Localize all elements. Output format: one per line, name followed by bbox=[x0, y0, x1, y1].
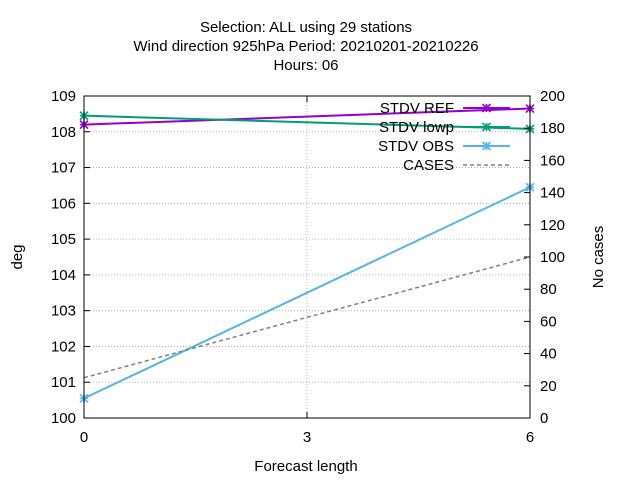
y-tick-label: 104 bbox=[51, 267, 76, 284]
series-line-cases bbox=[83, 256, 531, 379]
y2-tick-label: 100 bbox=[540, 249, 565, 266]
y2-tick-label: 40 bbox=[540, 346, 557, 363]
legend: STDV REF STDV lowp STDV OBS CASES bbox=[378, 100, 510, 174]
y2-tick-label: 60 bbox=[540, 313, 557, 330]
y2-tick-label: 120 bbox=[540, 217, 565, 234]
series-line-stdv-ref bbox=[83, 107, 531, 126]
x-tick-label: 6 bbox=[526, 429, 534, 446]
y2-tick-label: 140 bbox=[540, 185, 565, 202]
chart-title: Selection: ALL using 29 stations Wind di… bbox=[133, 19, 478, 74]
y2-tick-label: 80 bbox=[540, 281, 557, 298]
legend-label-stdv-ref: STDV REF bbox=[380, 100, 454, 117]
title-line-3: Hours: 06 bbox=[273, 57, 338, 74]
y2-tick-label: 160 bbox=[540, 152, 565, 169]
title-line-1: Selection: ALL using 29 stations bbox=[200, 19, 412, 36]
y2-tick-label: 180 bbox=[540, 120, 565, 137]
series-line-stdv-obs bbox=[83, 186, 531, 400]
y2-tick-label: 20 bbox=[540, 378, 557, 395]
y-tick-label: 103 bbox=[51, 303, 76, 320]
y2-tick-label: 200 bbox=[540, 88, 565, 105]
axis-ticks: 1001011021031041051061071081090204060801… bbox=[51, 88, 565, 446]
y2-axis-label: No cases bbox=[590, 226, 607, 289]
y-tick-label: 100 bbox=[51, 410, 76, 427]
legend-label-cases: CASES bbox=[403, 157, 454, 174]
grid-lines bbox=[84, 96, 530, 418]
legend-marker-stdv-lowp bbox=[481, 122, 492, 132]
x-axis-label: Forecast length bbox=[254, 458, 357, 475]
y-tick-label: 102 bbox=[51, 338, 76, 355]
y-tick-label: 109 bbox=[51, 88, 76, 105]
title-line-2: Wind direction 925hPa Period: 20210201-2… bbox=[133, 38, 478, 55]
legend-label-stdv-obs: STDV OBS bbox=[378, 138, 454, 155]
y-tick-label: 106 bbox=[51, 195, 76, 212]
x-tick-label: 3 bbox=[303, 429, 311, 446]
y-axis-label: deg bbox=[9, 244, 26, 269]
series-line-stdv-lowp bbox=[83, 114, 531, 130]
y-tick-label: 107 bbox=[51, 160, 76, 177]
y-tick-label: 101 bbox=[51, 374, 76, 391]
legend-marker-stdv-obs bbox=[481, 141, 492, 151]
x-tick-label: 0 bbox=[80, 429, 88, 446]
y2-tick-label: 0 bbox=[540, 410, 548, 427]
legend-label-stdv-lowp: STDV lowp bbox=[379, 119, 454, 136]
y-tick-label: 108 bbox=[51, 124, 76, 141]
y-tick-label: 105 bbox=[51, 231, 76, 248]
legend-marker-stdv-ref bbox=[481, 103, 492, 113]
